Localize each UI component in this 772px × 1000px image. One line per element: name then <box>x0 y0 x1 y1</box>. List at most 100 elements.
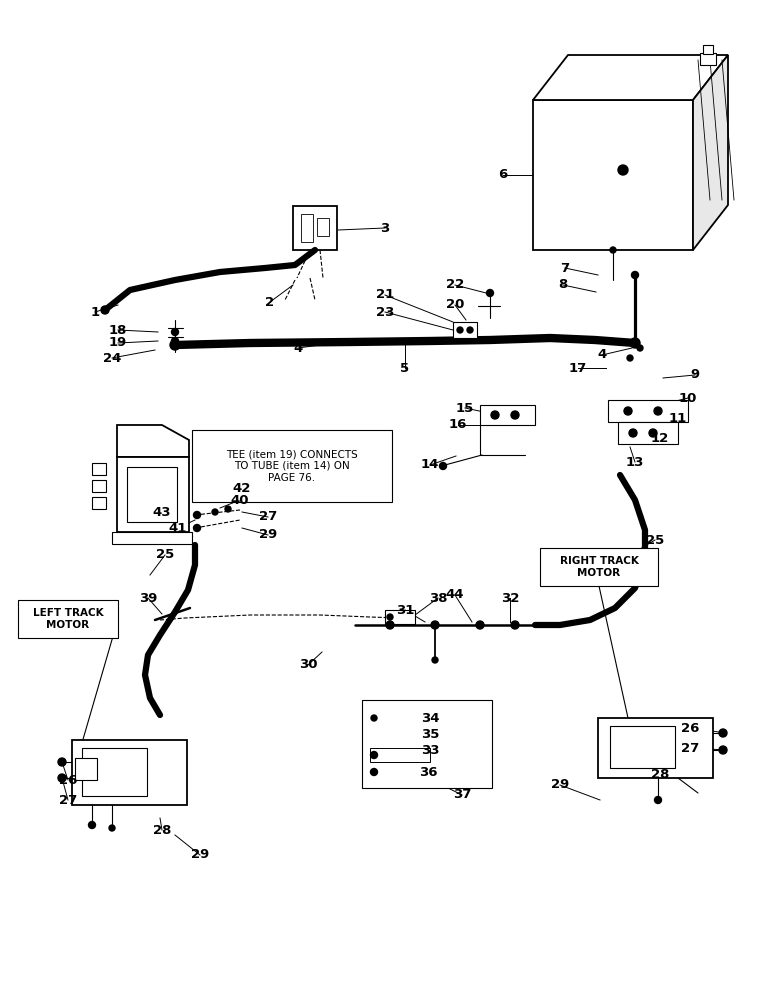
Text: 22: 22 <box>446 278 464 292</box>
Text: 25: 25 <box>156 548 174 562</box>
Polygon shape <box>533 55 728 100</box>
Bar <box>703 45 713 54</box>
Circle shape <box>58 758 66 766</box>
Text: 15: 15 <box>456 401 474 414</box>
Bar <box>192 430 392 502</box>
Circle shape <box>629 429 637 437</box>
Bar <box>480 405 535 425</box>
Text: 29: 29 <box>551 778 569 792</box>
Text: 13: 13 <box>626 456 644 468</box>
Text: 7: 7 <box>560 261 570 274</box>
Bar <box>362 700 492 788</box>
Text: 43: 43 <box>153 506 171 518</box>
Text: 36: 36 <box>418 766 437 778</box>
Circle shape <box>171 328 178 336</box>
Circle shape <box>627 355 633 361</box>
Bar <box>92 463 106 475</box>
Bar <box>598 718 713 778</box>
Text: 14: 14 <box>421 458 439 472</box>
Circle shape <box>58 774 66 782</box>
Circle shape <box>371 752 378 758</box>
Text: 40: 40 <box>231 493 249 506</box>
Bar <box>72 740 187 805</box>
Circle shape <box>431 621 439 629</box>
Circle shape <box>225 506 231 512</box>
Bar <box>92 497 106 509</box>
Text: 42: 42 <box>233 482 251 494</box>
Circle shape <box>719 746 727 754</box>
Polygon shape <box>693 55 728 250</box>
Circle shape <box>371 768 378 776</box>
Bar <box>385 610 415 624</box>
Bar <box>618 422 678 444</box>
Text: 38: 38 <box>428 591 447 604</box>
Text: 11: 11 <box>669 412 687 424</box>
Text: 30: 30 <box>299 658 317 672</box>
Text: 41: 41 <box>169 522 187 534</box>
Text: 29: 29 <box>191 848 209 861</box>
Circle shape <box>637 345 643 351</box>
Bar <box>533 100 693 250</box>
Text: 8: 8 <box>558 278 567 292</box>
Circle shape <box>655 796 662 804</box>
Text: LEFT TRACK
MOTOR: LEFT TRACK MOTOR <box>32 608 103 630</box>
Circle shape <box>491 411 499 419</box>
Circle shape <box>101 306 109 314</box>
Circle shape <box>109 825 115 831</box>
Bar <box>610 726 675 768</box>
Text: 34: 34 <box>421 712 439 724</box>
Circle shape <box>212 509 218 515</box>
Text: 29: 29 <box>259 528 277 542</box>
Text: 26: 26 <box>681 722 699 734</box>
Bar <box>75 758 97 780</box>
Bar <box>293 206 337 250</box>
Bar <box>117 457 189 532</box>
Text: TEE (item 19) CONNECTS
TO TUBE (item 14) ON
PAGE 76.: TEE (item 19) CONNECTS TO TUBE (item 14)… <box>226 449 358 483</box>
Text: 20: 20 <box>445 298 464 312</box>
Bar <box>453 322 477 338</box>
Text: 27: 27 <box>681 742 699 754</box>
Circle shape <box>194 524 201 532</box>
Circle shape <box>439 462 446 470</box>
Bar <box>82 748 147 796</box>
Circle shape <box>467 327 473 333</box>
Circle shape <box>476 621 484 629</box>
Text: 28: 28 <box>153 824 171 836</box>
Text: 4: 4 <box>598 349 607 361</box>
Bar <box>540 548 658 586</box>
Text: 19: 19 <box>109 336 127 350</box>
Circle shape <box>171 338 178 344</box>
Circle shape <box>89 822 96 828</box>
Circle shape <box>457 327 463 333</box>
Text: 3: 3 <box>381 222 390 234</box>
Circle shape <box>170 340 180 350</box>
Bar <box>370 748 430 762</box>
Text: 39: 39 <box>139 591 157 604</box>
Circle shape <box>631 271 638 278</box>
Text: 16: 16 <box>449 418 467 432</box>
Text: 18: 18 <box>109 324 127 336</box>
Text: 31: 31 <box>396 603 415 616</box>
Text: 5: 5 <box>401 361 410 374</box>
Bar <box>92 480 106 492</box>
Text: 26: 26 <box>59 774 77 786</box>
Text: 27: 27 <box>259 510 277 524</box>
Bar <box>700 53 716 65</box>
Bar <box>18 600 118 638</box>
Circle shape <box>511 411 519 419</box>
Circle shape <box>386 621 394 629</box>
Text: 24: 24 <box>103 352 121 364</box>
Text: 6: 6 <box>499 168 508 182</box>
Text: 2: 2 <box>266 296 275 308</box>
Polygon shape <box>117 425 189 457</box>
Circle shape <box>618 165 628 175</box>
Text: 28: 28 <box>651 768 669 782</box>
Text: 25: 25 <box>646 534 664 546</box>
Circle shape <box>371 715 377 721</box>
Text: 23: 23 <box>376 306 394 318</box>
Circle shape <box>624 407 632 415</box>
Text: 32: 32 <box>501 591 520 604</box>
Text: 12: 12 <box>651 432 669 444</box>
Text: 35: 35 <box>421 728 439 740</box>
Bar <box>301 214 313 242</box>
